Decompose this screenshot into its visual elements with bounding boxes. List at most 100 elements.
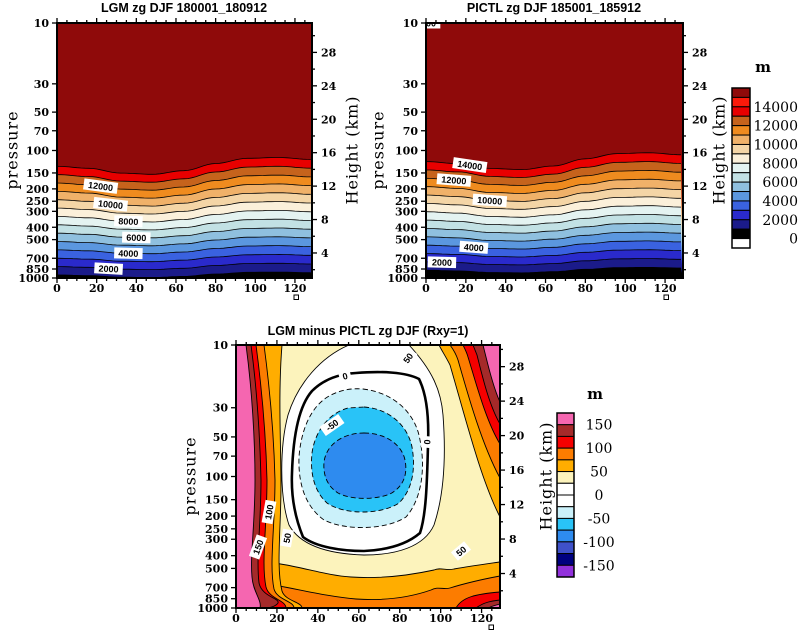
colorbar-tick-label: 150 [586, 418, 613, 434]
pressure-tick-label: 500 [26, 234, 49, 247]
colorbar-tick-label: 2000 [762, 213, 798, 229]
x-tick-label: 60 [168, 282, 184, 295]
svg-text:6000: 6000 [126, 233, 146, 243]
contour-label: 50 [398, 347, 418, 369]
colorbar-tick-label: -50 [588, 511, 611, 527]
pressure-tick-label: 850 [205, 593, 228, 606]
degree-mark [293, 294, 299, 300]
contour-label: 0 [421, 435, 433, 449]
height-tick-label: 16 [692, 147, 708, 160]
pressure-tick-label: 250 [205, 523, 228, 536]
x-tick-label: 120 [654, 282, 677, 295]
svg-text:12000: 12000 [88, 180, 114, 193]
pressure-tick-label: 30 [403, 78, 419, 91]
contour-label: 12000 [436, 173, 472, 187]
height-tick-label: 4 [321, 247, 329, 260]
height-axis-label-diff: Height (km) [536, 421, 556, 531]
x-tick-label: 80 [208, 282, 224, 295]
colorbar-tick-label: 8000 [762, 156, 798, 172]
colorbar-tick-label: 12000 [753, 119, 798, 135]
svg-text:10000: 10000 [97, 198, 123, 211]
pressure-tick-label: 400 [205, 550, 228, 563]
degree-mark [663, 294, 669, 300]
height-tick-label: 24 [692, 80, 708, 93]
x-tick-label: 60 [351, 612, 367, 625]
contour-label: 4000 [459, 240, 489, 254]
colorbar-tick-label: 6000 [762, 175, 798, 191]
svg-text:100: 100 [263, 504, 275, 521]
svg-text:6000: 6000 [416, 18, 436, 28]
height-tick-label: 8 [321, 214, 329, 227]
contour-label: 0 [337, 369, 353, 383]
x-tick-label: 0 [232, 612, 240, 625]
height-tick-label: 28 [692, 46, 708, 59]
height-tick-label: 12 [321, 180, 336, 193]
pressure-tick-label: 200 [395, 183, 418, 196]
pressure-tick-label: 400 [26, 221, 49, 234]
x-tick-label: 100 [429, 612, 452, 625]
contour-label: 100 [261, 499, 277, 525]
x-tick-label: 20 [89, 282, 105, 295]
colorbar-bottom: 150 100 50 0 -50 -100 -150 [556, 412, 615, 578]
pressure-tick-label: 400 [395, 221, 418, 234]
x-tick-label: 80 [578, 282, 594, 295]
height-tick-label: 16 [321, 147, 337, 160]
height-tick-label: 4 [509, 568, 517, 581]
pressure-tick-label: 300 [26, 205, 49, 218]
contour-label: 10000 [472, 193, 508, 208]
pressure-tick-label: 700 [26, 252, 49, 265]
pressure-tick-label: 250 [26, 195, 49, 208]
x-tick-label: 40 [498, 282, 514, 295]
contour-label: 50 [450, 541, 472, 561]
colorbar-tick-label: 0 [595, 488, 604, 504]
pressure-tick-label: 500 [395, 234, 418, 247]
colorbar-tick-label: 50 [590, 465, 608, 481]
pressure-tick-label: 150 [26, 167, 49, 180]
pressure-tick-label: 70 [403, 125, 419, 138]
x-tick-label: 100 [244, 282, 267, 295]
svg-text:10000: 10000 [477, 195, 503, 207]
height-axis-label-lgm: Height (km) [342, 95, 362, 205]
height-tick-label: 20 [509, 430, 525, 443]
pressure-tick-label: 100 [205, 471, 228, 484]
panel-title-pictl: PICTL zg DJF 185001_185912 [466, 1, 642, 15]
svg-text:2000: 2000 [98, 263, 119, 274]
panel-title-diff: LGM minus PICTL zg DJF (Rxy=1) [267, 324, 469, 338]
x-tick-label: 40 [129, 282, 145, 295]
height-tick-label: 20 [692, 113, 708, 126]
height-tick-label: 20 [321, 113, 337, 126]
contour-label: 8000 [113, 215, 143, 228]
height-tick-label: 8 [509, 533, 517, 546]
pressure-axis-label-pictl: pressure [368, 110, 388, 190]
pressure-tick-label: 1000 [18, 272, 49, 285]
contour-label: 12000 [83, 178, 119, 194]
pressure-tick-label: 500 [205, 562, 228, 575]
contour-label: 6000 [121, 231, 151, 244]
colorbar-tick-label: -150 [583, 558, 614, 574]
pressure-tick-label: 100 [26, 145, 49, 158]
pressure-tick-label: 1000 [387, 272, 418, 285]
pressure-tick-label: 1000 [197, 602, 228, 615]
x-tick-label: 80 [392, 612, 408, 625]
height-tick-label: 24 [509, 395, 525, 408]
colorbar-tick-label: -100 [583, 535, 614, 551]
pressure-tick-label: 10 [34, 17, 50, 30]
pressure-tick-label: 70 [213, 450, 229, 463]
colorbar-tick-label: 0 [789, 232, 798, 248]
pressure-tick-label: 300 [205, 533, 228, 546]
lgm-bands: 12000 10000 8000 6000 4000 2000 [57, 23, 312, 278]
svg-text:8000: 8000 [118, 216, 138, 227]
pressure-tick-label: 100 [395, 145, 418, 158]
pressure-axis-label-diff: pressure [180, 436, 200, 516]
height-tick-label: 28 [509, 361, 525, 374]
colorbar-top-unit-label: m [755, 58, 771, 76]
contour-label: 150 [248, 534, 268, 560]
height-tick-label: 24 [321, 80, 337, 93]
x-tick-label: 0 [422, 282, 430, 295]
svg-text:50: 50 [454, 544, 468, 558]
contour-label: 14000 [452, 157, 488, 174]
svg-text:50: 50 [401, 351, 415, 365]
pressure-tick-label: 70 [34, 125, 50, 138]
